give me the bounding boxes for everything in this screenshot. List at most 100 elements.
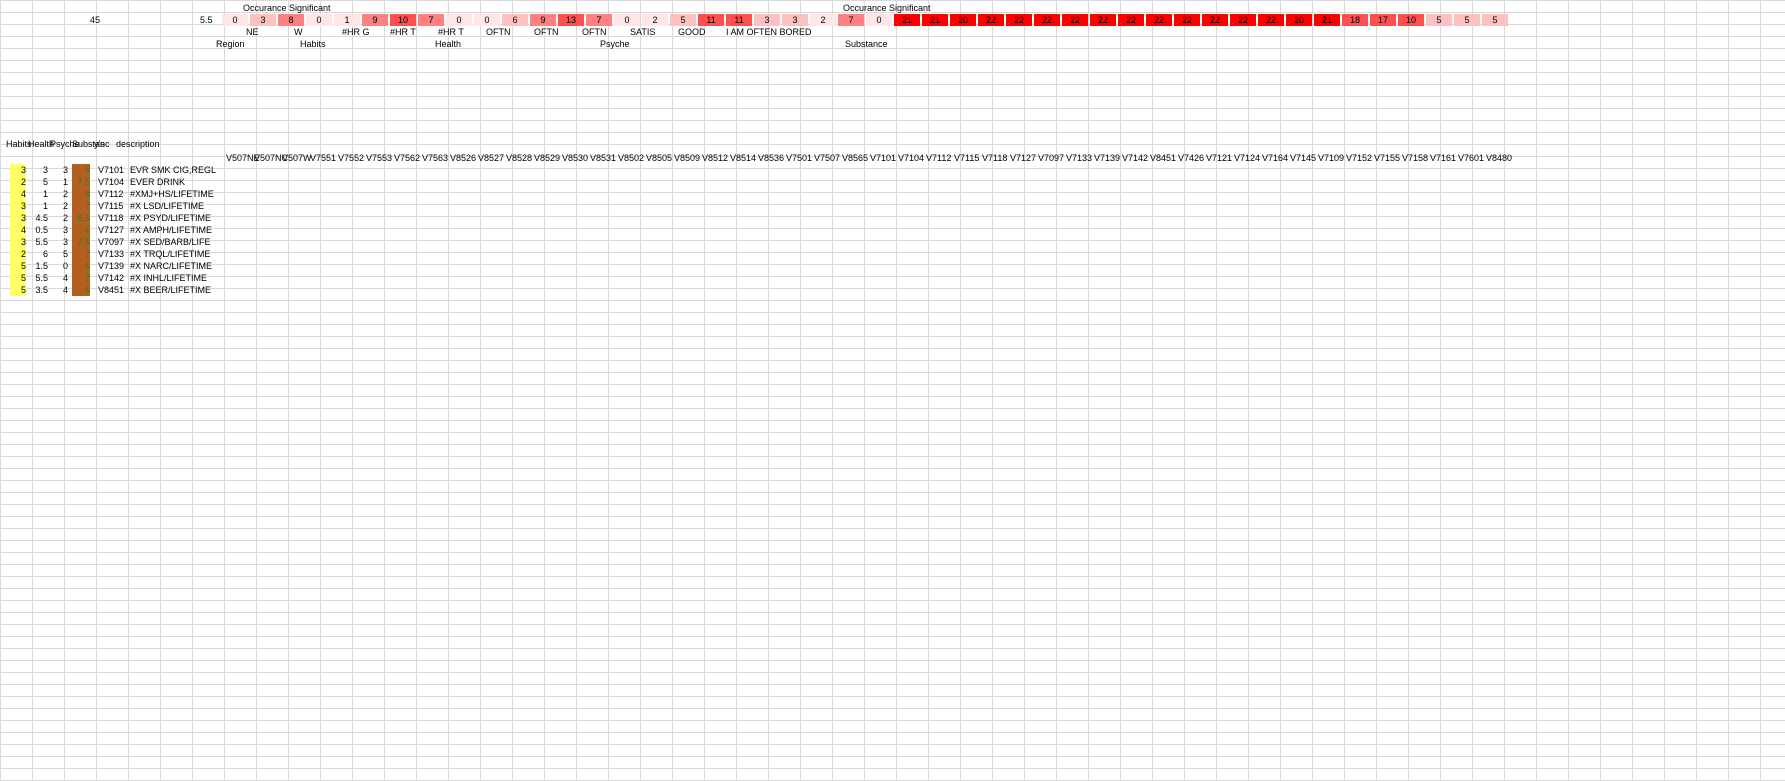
psyche-cell: 0 bbox=[62, 261, 68, 271]
variable-header: V8527 bbox=[478, 153, 505, 163]
top-row-value: 1 bbox=[334, 14, 360, 26]
description-cell: #X PSYD/LIFETIME bbox=[130, 213, 212, 223]
description-cell: EVR SMK CIG,REGL bbox=[130, 165, 217, 175]
variable-header: V7104 bbox=[898, 153, 925, 163]
habits-cell: 5 bbox=[10, 284, 26, 296]
health-cell: 5.5 bbox=[35, 273, 48, 283]
top-row-value: 5 bbox=[1426, 14, 1452, 26]
variable-header: V8512 bbox=[702, 153, 729, 163]
description-cell: #X NARC/LIFETIME bbox=[130, 261, 213, 271]
var-id-cell: V7112 bbox=[98, 189, 124, 199]
top-row-value: 6 bbox=[502, 14, 528, 26]
var-id-cell: V7101 bbox=[98, 165, 125, 175]
variable-header: V7133 bbox=[1066, 153, 1093, 163]
substance-cell: 8.5 bbox=[72, 212, 90, 224]
variable-header: V8565 bbox=[842, 153, 869, 163]
top-row-value: 5 bbox=[1482, 14, 1508, 26]
var-id-cell: V7142 bbox=[98, 273, 125, 283]
column-short-label: OFTN bbox=[486, 27, 511, 37]
variable-header: V7118 bbox=[982, 153, 1008, 163]
substance-cell: 7 bbox=[72, 200, 90, 212]
description-cell: #X BEER/LIFETIME bbox=[130, 285, 212, 295]
occurrence-label-left: Occurance Significant bbox=[243, 3, 331, 13]
variable-header: V7161 bbox=[1430, 153, 1457, 163]
section-label: Habits bbox=[300, 39, 326, 49]
column-short-label: #HR T bbox=[438, 27, 464, 37]
psyche-cell: 2 bbox=[62, 213, 68, 223]
habits-cell: 5 bbox=[10, 272, 26, 284]
top-row-value: 0 bbox=[614, 14, 640, 26]
top-row-value: 0 bbox=[866, 14, 892, 26]
variable-header: V7501 bbox=[786, 153, 813, 163]
health-cell: 5.5 bbox=[35, 237, 48, 247]
variable-header: V7142 bbox=[1122, 153, 1149, 163]
variable-header: V8509 bbox=[674, 153, 701, 163]
description-cell: #X TRQL/LIFETIME bbox=[130, 249, 211, 259]
top-row-value: 21 bbox=[1314, 14, 1340, 26]
top-row-value: 11 bbox=[698, 14, 724, 26]
habits-cell: 4 bbox=[10, 224, 26, 236]
health-cell: 3 bbox=[42, 165, 48, 175]
variable-header: V8529 bbox=[534, 153, 561, 163]
variable-header: V8480 bbox=[1486, 153, 1513, 163]
top-number-1: 45 bbox=[90, 15, 101, 25]
habits-cell: 2 bbox=[10, 176, 26, 188]
top-row-value: 22 bbox=[1202, 14, 1228, 26]
top-row-value: 9 bbox=[530, 14, 556, 26]
variable-header: V7112 bbox=[926, 153, 952, 163]
variable-header: V8526 bbox=[450, 153, 477, 163]
description-cell: #X AMPH/LIFETIME bbox=[130, 225, 213, 235]
top-number-2: 5.5 bbox=[200, 15, 213, 25]
top-row-value: 22 bbox=[1146, 14, 1172, 26]
section-label: Substance bbox=[845, 39, 888, 49]
section-label: Region bbox=[216, 39, 245, 49]
top-row-value: 17 bbox=[1370, 14, 1396, 26]
variable-header: V8531 bbox=[590, 153, 617, 163]
top-row-value: 2 bbox=[642, 14, 668, 26]
column-short-label: OFTN bbox=[582, 27, 607, 37]
left-header: Substanc bbox=[72, 139, 110, 149]
variable-header: V8502 bbox=[618, 153, 645, 163]
variable-header: V7551 bbox=[310, 153, 337, 163]
substance-cell: 8 bbox=[72, 188, 90, 200]
habits-cell: 2 bbox=[10, 248, 26, 260]
top-row-value: 3 bbox=[754, 14, 780, 26]
var-id-cell: V7104 bbox=[98, 177, 125, 187]
variable-header: V7124 bbox=[1234, 153, 1261, 163]
health-cell: 6 bbox=[42, 249, 48, 259]
health-cell: 0.5 bbox=[35, 225, 48, 235]
psyche-cell: 2 bbox=[62, 201, 68, 211]
top-row-value: 21 bbox=[894, 14, 920, 26]
variable-header: V8505 bbox=[646, 153, 673, 163]
top-row-value: 20 bbox=[950, 14, 976, 26]
variable-header: V7563 bbox=[422, 153, 449, 163]
variable-header: V7553 bbox=[366, 153, 393, 163]
variable-header: V507NC bbox=[254, 153, 289, 163]
top-row-value: 8 bbox=[278, 14, 304, 26]
var-id-cell: V7118 bbox=[98, 213, 124, 223]
top-row-value: 22 bbox=[1230, 14, 1256, 26]
variable-header: V507W bbox=[282, 153, 312, 163]
top-row-value: 22 bbox=[978, 14, 1004, 26]
column-short-label: #HR T bbox=[390, 27, 416, 37]
habits-cell: 5 bbox=[10, 260, 26, 272]
top-row-value: 0 bbox=[222, 14, 248, 26]
variable-header: V7109 bbox=[1318, 153, 1345, 163]
top-row-value: 2 bbox=[810, 14, 836, 26]
health-cell: 4.5 bbox=[35, 213, 48, 223]
substance-cell: 6 bbox=[72, 260, 90, 272]
top-row-value: 7 bbox=[586, 14, 612, 26]
substance-cell: 7 bbox=[72, 248, 90, 260]
habits-cell: 4 bbox=[10, 188, 26, 200]
top-row-value: 11 bbox=[726, 14, 752, 26]
top-row-value: 20 bbox=[1286, 14, 1312, 26]
top-row-value: 13 bbox=[558, 14, 584, 26]
substance-cell: 7 bbox=[72, 272, 90, 284]
variable-header: V8528 bbox=[506, 153, 533, 163]
column-short-label: OFTN bbox=[534, 27, 559, 37]
variable-header: V7127 bbox=[1010, 153, 1037, 163]
section-label: Health bbox=[435, 39, 462, 49]
top-row-value: 22 bbox=[1258, 14, 1284, 26]
var-id-cell: V7139 bbox=[98, 261, 125, 271]
